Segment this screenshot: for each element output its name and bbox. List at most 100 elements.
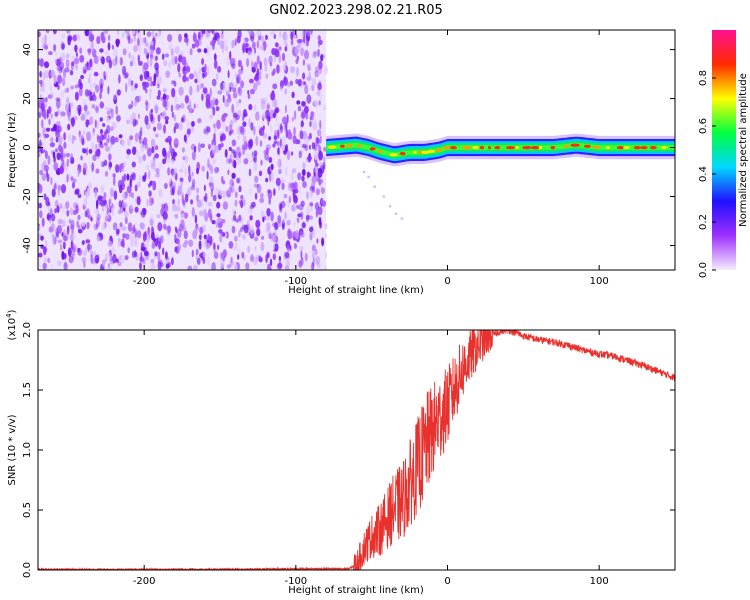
noise-speckle bbox=[155, 173, 161, 178]
noise-speckle bbox=[38, 184, 43, 194]
noise-speckle bbox=[208, 143, 211, 150]
noise-speckle bbox=[209, 163, 212, 172]
noise-speckle bbox=[248, 207, 253, 214]
noise-speckle bbox=[316, 238, 319, 244]
noise-speckle bbox=[112, 176, 116, 186]
noise-speckle bbox=[131, 181, 134, 190]
noise-speckle bbox=[296, 204, 300, 209]
noise-speckle bbox=[91, 104, 96, 109]
noise-speckle bbox=[72, 181, 75, 189]
noise-speckle bbox=[213, 59, 218, 69]
noise-speckle bbox=[212, 242, 216, 250]
noise-speckle bbox=[242, 146, 246, 155]
noise-speckle bbox=[313, 51, 317, 58]
noise-speckle bbox=[305, 111, 309, 120]
noise-speckle bbox=[65, 152, 71, 158]
noise-speckle bbox=[140, 143, 145, 154]
signal-hotspot bbox=[640, 146, 648, 150]
noise-speckle bbox=[110, 142, 113, 148]
noise-speckle bbox=[284, 252, 290, 259]
noise-speckle bbox=[288, 129, 291, 134]
noise-speckle bbox=[295, 139, 301, 145]
noise-speckle bbox=[256, 254, 259, 262]
noise-speckle bbox=[144, 172, 147, 179]
noise-speckle bbox=[116, 89, 121, 96]
noise-speckle bbox=[291, 117, 294, 122]
noise-speckle bbox=[145, 100, 149, 106]
noise-speckle bbox=[77, 193, 82, 198]
noise-speckle bbox=[86, 61, 89, 68]
noise-speckle bbox=[266, 222, 271, 230]
noise-speckle bbox=[105, 130, 109, 135]
noise-speckle bbox=[255, 74, 260, 83]
noise-speckle bbox=[304, 252, 308, 262]
noise-speckle bbox=[236, 101, 239, 108]
signal-hotspot bbox=[413, 150, 417, 154]
noise-speckle bbox=[302, 181, 307, 188]
noise-speckle bbox=[228, 130, 232, 136]
noise-speckle bbox=[274, 135, 278, 141]
noise-speckle bbox=[252, 182, 258, 189]
noise-speckle bbox=[148, 190, 152, 197]
noise-speckle bbox=[66, 209, 70, 217]
noise-speckle bbox=[124, 30, 130, 34]
noise-speckle bbox=[293, 221, 297, 227]
noise-speckle bbox=[187, 265, 193, 270]
noise-speckle bbox=[315, 136, 319, 144]
noise-speckle bbox=[295, 78, 299, 85]
noise-speckle bbox=[174, 56, 178, 65]
noise-speckle bbox=[106, 138, 109, 143]
noise-speckle bbox=[151, 181, 155, 190]
noise-speckle bbox=[42, 71, 46, 81]
signal-hotspot bbox=[340, 144, 345, 148]
noise-speckle bbox=[234, 262, 238, 270]
signal-hotspot bbox=[592, 145, 601, 149]
noise-speckle bbox=[57, 189, 60, 197]
noise-speckle bbox=[68, 133, 71, 143]
noise-speckle bbox=[206, 170, 209, 180]
noise-speckle bbox=[56, 58, 60, 64]
noise-speckle bbox=[141, 207, 147, 213]
noise-speckle bbox=[162, 100, 168, 108]
noise-speckle bbox=[63, 141, 67, 149]
noise-speckle bbox=[162, 88, 167, 93]
noise-speckle bbox=[285, 166, 288, 177]
noise-speckle bbox=[156, 214, 161, 219]
signal-hotspot bbox=[661, 146, 668, 150]
noise-speckle bbox=[195, 187, 200, 194]
noise-speckle bbox=[122, 233, 126, 239]
noise-speckle bbox=[121, 175, 125, 186]
noise-speckle bbox=[112, 222, 118, 231]
noise-speckle bbox=[306, 63, 311, 69]
noise-speckle bbox=[190, 199, 194, 205]
noise-speckle bbox=[118, 184, 123, 194]
noise-speckle bbox=[311, 185, 316, 193]
noise-speckle bbox=[66, 97, 70, 104]
noise-speckle bbox=[290, 66, 296, 74]
noise-speckle bbox=[203, 234, 207, 240]
noise-speckle bbox=[201, 165, 205, 172]
noise-speckle bbox=[55, 97, 61, 102]
noise-speckle bbox=[57, 84, 60, 91]
noise-speckle bbox=[111, 204, 115, 210]
noise-speckle bbox=[222, 95, 225, 103]
noise-speckle bbox=[84, 210, 88, 218]
noise-speckle bbox=[211, 262, 216, 270]
noise-speckle bbox=[302, 161, 306, 169]
noise-speckle bbox=[193, 264, 198, 270]
noise-speckle bbox=[211, 144, 216, 151]
noise-speckle bbox=[39, 210, 43, 219]
noise-speckle bbox=[154, 153, 160, 159]
noise-speckle bbox=[221, 232, 226, 237]
noise-speckle bbox=[81, 240, 85, 246]
noise-speckle bbox=[312, 121, 318, 131]
noise-speckle bbox=[124, 216, 128, 225]
noise-speckle bbox=[287, 131, 293, 140]
noise-speckle bbox=[157, 75, 162, 85]
noise-speckle bbox=[165, 119, 169, 125]
noise-speckle bbox=[318, 216, 322, 226]
noise-speckle bbox=[276, 262, 282, 270]
noise-speckle bbox=[60, 65, 63, 72]
noise-speckle bbox=[143, 137, 148, 146]
noise-speckle bbox=[129, 178, 133, 189]
